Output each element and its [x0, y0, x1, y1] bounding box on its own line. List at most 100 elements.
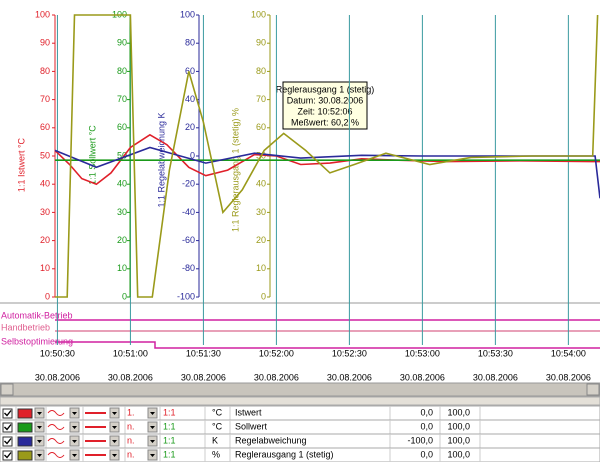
y-tick-label: 60 — [117, 122, 127, 132]
y-tick-label: 10 — [117, 263, 127, 273]
max-value: 100,0 — [447, 435, 470, 445]
x-tick-date: 30.08.2006 — [254, 372, 299, 382]
series-name: Reglerausgang 1 (stetig) — [235, 449, 334, 459]
y-tick-label: 100 — [251, 9, 266, 19]
scrollbar[interactable] — [0, 382, 600, 397]
dropdown-arrow — [112, 412, 117, 415]
y-tick-label: 0 — [261, 291, 266, 301]
y-tick-label: 0 — [45, 291, 50, 301]
dropdown-arrow — [37, 454, 42, 457]
y-tick-label: 100 — [180, 9, 195, 19]
y-tick-label: 80 — [256, 66, 266, 76]
check-mark — [4, 438, 12, 445]
y-tick-label: -20 — [182, 179, 195, 189]
y-tick-label: 70 — [117, 94, 127, 104]
dropdown-arrow — [37, 440, 42, 443]
y-tick-label: 10 — [256, 263, 266, 273]
y-tick-label: 60 — [185, 66, 195, 76]
max-value: 100,0 — [447, 407, 470, 417]
y-tick-label: 90 — [117, 38, 127, 48]
y-axis-title: 1:1 Reglerausgang 1 (stetig) % — [230, 108, 240, 232]
y-tick-label: 70 — [256, 94, 266, 104]
x-tick-label: 10:52:30 — [332, 348, 367, 358]
tooltip-line: Datum: 30.08.2006 — [287, 95, 364, 105]
factor: 1:1 — [163, 449, 176, 459]
y-tick-label: 90 — [256, 38, 266, 48]
y-tick-label: 40 — [40, 179, 50, 189]
y-tick-label: 60 — [40, 122, 50, 132]
x-tick-date: 30.08.2006 — [400, 372, 445, 382]
dropdown-arrow — [37, 412, 42, 415]
y-tick-label: 50 — [117, 150, 127, 160]
dropdown-arrow — [112, 426, 117, 429]
x-tick-label: 10:50:30 — [40, 348, 75, 358]
max-value: 100,0 — [447, 449, 470, 459]
x-tick-date: 30.08.2006 — [35, 372, 80, 382]
y-tick-label: -40 — [182, 207, 195, 217]
y-tick-label: 30 — [40, 207, 50, 217]
y-tick-label: 50 — [40, 150, 50, 160]
checkbox[interactable] — [2, 408, 13, 419]
plot-background — [0, 0, 600, 383]
checkbox[interactable] — [2, 436, 13, 447]
factor: 1:1 — [163, 435, 176, 445]
tooltip-box — [282, 81, 368, 130]
y-tick-label: 80 — [185, 38, 195, 48]
series-name: Regelabweichung — [235, 435, 307, 445]
status-label: Handbetrieb — [1, 322, 50, 332]
tooltip-line: Zeit: 10:52:06 — [297, 106, 352, 116]
checkbox[interactable] — [2, 450, 13, 461]
check-mark — [4, 424, 12, 431]
x-tick-label: 10:54:00 — [551, 348, 586, 358]
scroll-left[interactable] — [0, 383, 14, 396]
y-tick-label: 40 — [185, 94, 195, 104]
dropdown-arrow — [150, 440, 155, 443]
scale-mode: 1. — [127, 407, 135, 417]
y-tick-label: 20 — [117, 235, 127, 245]
y-tick-label: 80 — [117, 66, 127, 76]
min-value: -100,0 — [407, 435, 433, 445]
dropdown-arrow — [72, 426, 77, 429]
color-swatch — [17, 436, 33, 447]
scale-mode: n. — [127, 449, 135, 459]
factor: 1:1 — [163, 421, 176, 431]
y-tick-label: 0 — [190, 150, 195, 160]
y-axis-title: 1:1 Sollwert °C — [87, 125, 97, 185]
dropdown-arrow — [37, 426, 42, 429]
line-style-icon — [47, 452, 65, 458]
x-tick-date: 30.08.2006 — [327, 372, 372, 382]
series-line — [54, 133, 600, 186]
status-label: Automatik-Betrieb — [1, 310, 73, 320]
x-tick-date: 30.08.2006 — [546, 372, 591, 382]
y-tick-label: 30 — [117, 207, 127, 217]
y-tick-label: -80 — [182, 263, 195, 273]
dropdown-arrow — [72, 440, 77, 443]
y-tick-label: 100 — [35, 9, 50, 19]
y-tick-label: 20 — [40, 235, 50, 245]
x-tick-label: 10:53:30 — [478, 348, 513, 358]
dropdown-arrow — [150, 454, 155, 457]
min-value: 0,0 — [420, 421, 433, 431]
line-style-icon — [47, 424, 65, 430]
checkbox[interactable] — [2, 422, 13, 433]
table-header — [0, 396, 600, 406]
x-tick-date: 30.08.2006 — [473, 372, 518, 382]
x-tick-date: 30.08.2006 — [181, 372, 226, 382]
series-line — [55, 14, 599, 298]
series-name: Istwert — [235, 407, 262, 417]
tooltip-line: Meßwert: 60,2 % — [291, 117, 359, 127]
y-tick-label: 10 — [40, 263, 50, 273]
x-tick-label: 10:52:00 — [259, 348, 294, 358]
status-line — [55, 341, 600, 349]
max-value: 100,0 — [447, 421, 470, 431]
scroll-right[interactable] — [586, 383, 600, 396]
y-tick-label: 40 — [256, 179, 266, 189]
unit: K — [212, 435, 218, 445]
y-tick-label: 0 — [122, 291, 127, 301]
x-tick-label: 10:51:30 — [186, 348, 221, 358]
y-tick-label: -100 — [177, 291, 195, 301]
check-mark — [4, 452, 12, 459]
y-tick-label: 30 — [256, 207, 266, 217]
series-name: Sollwert — [235, 421, 268, 431]
